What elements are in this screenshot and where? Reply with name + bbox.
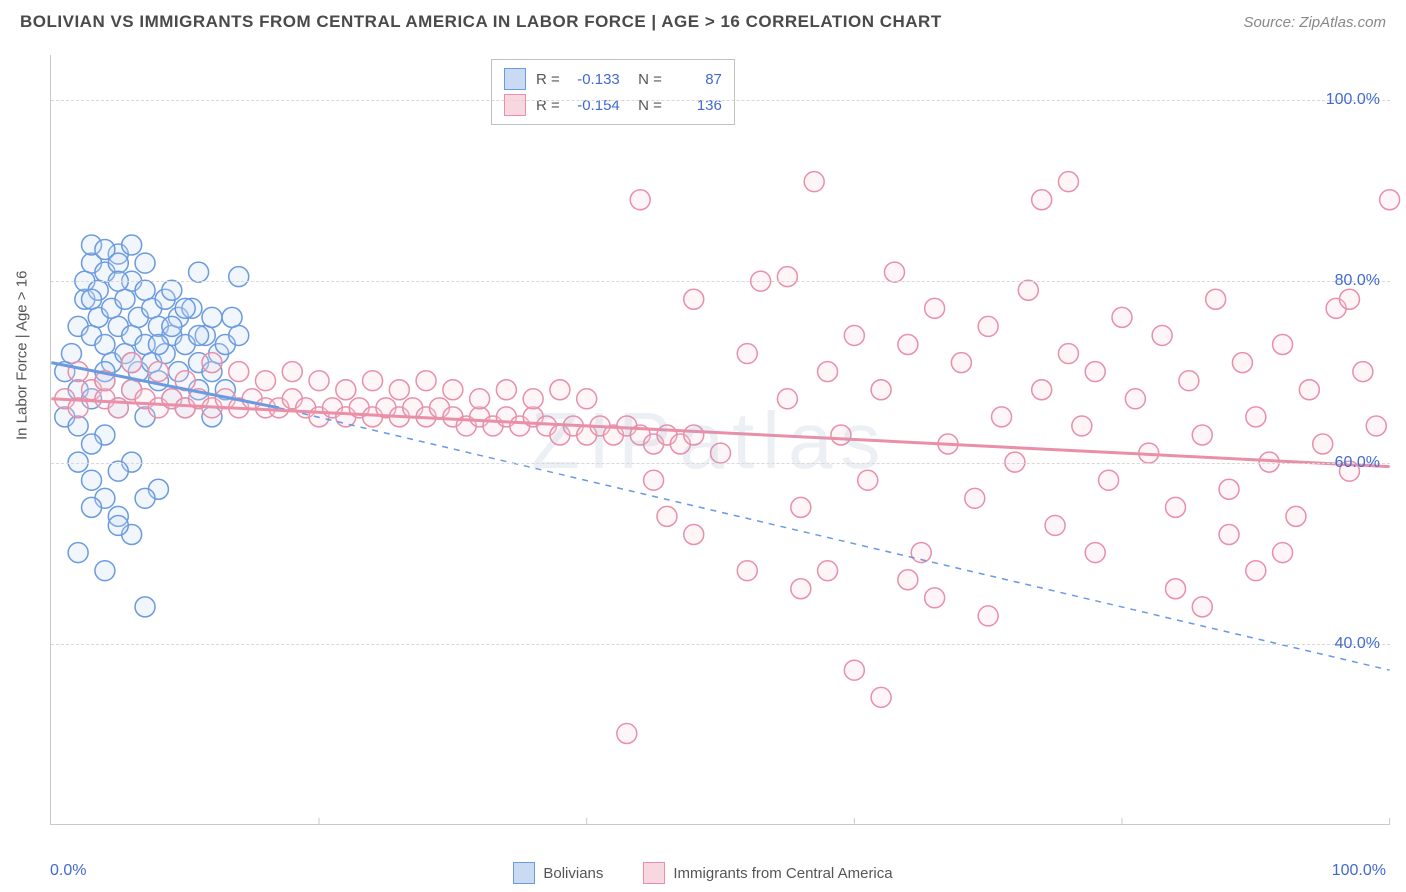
- stats-n-label: N =: [630, 71, 662, 88]
- stats-row-immigrants: R = -0.154 N = 136: [504, 92, 722, 118]
- stats-swatch-immigrants: [504, 94, 526, 116]
- y-tick-label: 40.0%: [1335, 635, 1380, 653]
- gridline-h: [51, 281, 1390, 282]
- gridline-h: [51, 463, 1390, 464]
- correlation-stats-box: R = -0.133 N = 87 R = -0.154 N = 136: [491, 59, 735, 125]
- x-tick-left: 0.0%: [50, 862, 86, 880]
- stats-r-value-1: -0.154: [570, 97, 620, 114]
- chart-header: BOLIVIAN VS IMMIGRANTS FROM CENTRAL AMER…: [0, 0, 1406, 40]
- y-tick-label: 60.0%: [1335, 454, 1380, 472]
- stats-n-value-1: 136: [672, 97, 722, 114]
- stats-r-label: R =: [536, 71, 560, 88]
- chart-plot-area: ZIPatlas R = -0.133 N = 87 R = -0.154 N …: [50, 55, 1390, 825]
- legend-swatch-bolivians: [513, 862, 535, 884]
- scatter-plot: [51, 55, 1390, 824]
- chart-title: BOLIVIAN VS IMMIGRANTS FROM CENTRAL AMER…: [20, 12, 942, 32]
- stats-n-label: N =: [630, 97, 662, 114]
- stats-r-label: R =: [536, 97, 560, 114]
- chart-source: Source: ZipAtlas.com: [1243, 14, 1386, 31]
- legend-swatch-immigrants: [643, 862, 665, 884]
- gridline-h: [51, 100, 1390, 101]
- stats-r-value-0: -0.133: [570, 71, 620, 88]
- stats-n-value-0: 87: [672, 71, 722, 88]
- legend-item-immigrants: Immigrants from Central America: [643, 862, 892, 884]
- y-tick-label: 100.0%: [1326, 91, 1380, 109]
- stats-swatch-bolivians: [504, 68, 526, 90]
- x-tick-right: 100.0%: [1332, 862, 1386, 880]
- bottom-legend: Bolivians Immigrants from Central Americ…: [0, 862, 1406, 884]
- legend-item-bolivians: Bolivians: [513, 862, 603, 884]
- legend-label: Bolivians: [543, 865, 603, 882]
- stats-row-bolivians: R = -0.133 N = 87: [504, 66, 722, 92]
- y-axis-title: In Labor Force | Age > 16: [14, 271, 31, 440]
- legend-label: Immigrants from Central America: [673, 865, 892, 882]
- gridline-h: [51, 644, 1390, 645]
- y-tick-label: 80.0%: [1335, 272, 1380, 290]
